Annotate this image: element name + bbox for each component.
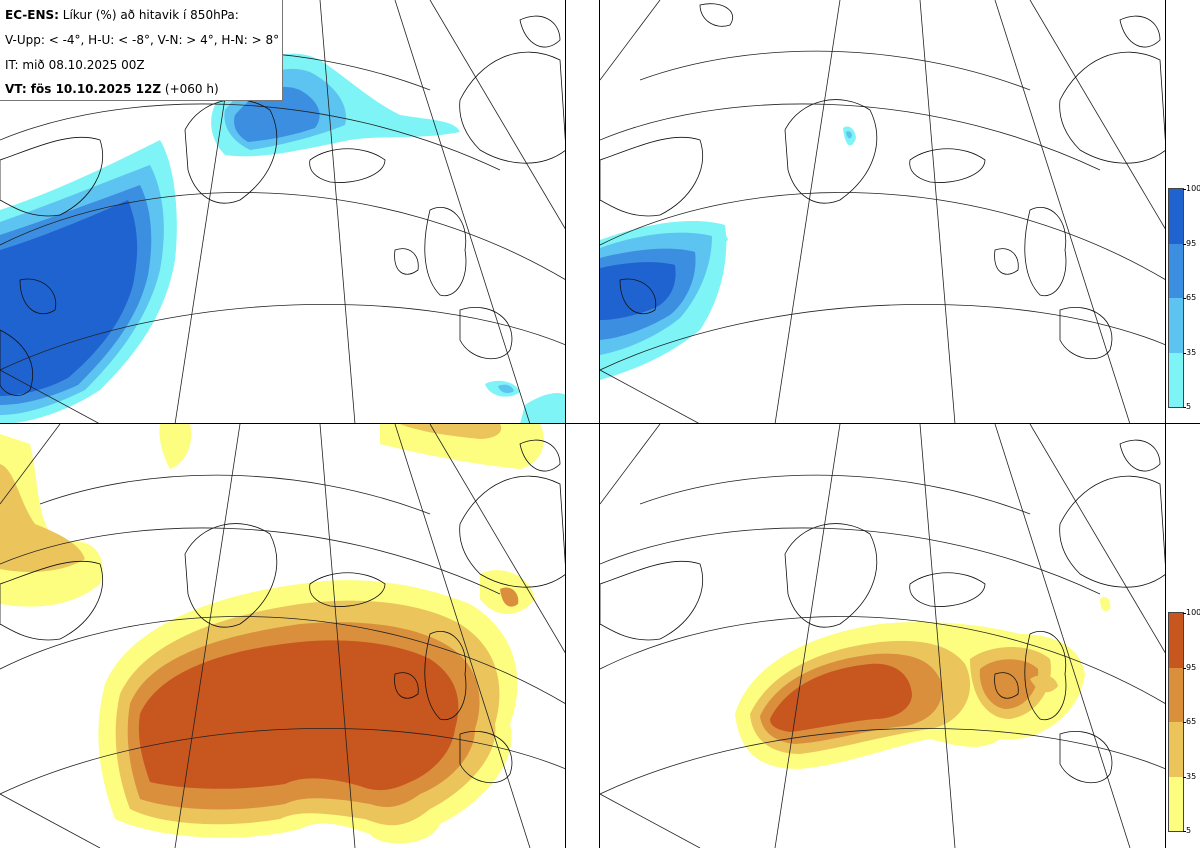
colorbar-tick-label: 35 — [1186, 347, 1197, 357]
colorbar-tick-mark — [1183, 407, 1186, 408]
probability-shading — [0, 424, 544, 844]
colorbar-band — [1169, 722, 1183, 777]
valid-time: VT: fös 10.10.2025 12Z — [5, 82, 162, 96]
graticule — [600, 0, 1166, 424]
colorbar-band — [1169, 613, 1183, 668]
colorbar-tick-mark — [1183, 613, 1186, 614]
colorbar-tick-label: 5 — [1186, 402, 1192, 411]
init-time: IT: mið 08.10.2025 00Z — [5, 58, 145, 72]
colorbar-band — [1169, 189, 1183, 244]
threshold-criteria: V-Upp: < -4°, H-U: < -8°, V-N: > 4°, H-N… — [5, 33, 280, 47]
probability-shading — [735, 597, 1111, 769]
colorbar-tick-label: 95 — [1186, 662, 1197, 672]
colorbar-tick-label: 95 — [1186, 238, 1197, 248]
colorbar-tick-mark — [1183, 776, 1186, 778]
map-panel-bottom-right — [600, 424, 1166, 848]
colorbar-tick-mark — [1183, 298, 1186, 299]
probability-shading — [600, 126, 856, 380]
colorbar-tick-mark — [1183, 722, 1186, 723]
colorbar-tick-mark — [1183, 831, 1186, 832]
colorbar-tick-label: 5 — [1186, 826, 1192, 835]
panel-divider-vertical-left — [565, 0, 566, 848]
graticule — [0, 424, 566, 848]
colorbar-band — [1169, 243, 1183, 298]
colorbar-tick-mark — [1183, 189, 1186, 190]
colorbar-tick-mark — [1183, 243, 1186, 245]
colorbar-band — [1169, 776, 1183, 831]
model-name: EC-ENS: — [5, 8, 59, 22]
probability-map — [600, 424, 1166, 848]
panel-divider-vertical-right — [1165, 0, 1166, 848]
colorbar-band — [1169, 667, 1183, 722]
probability-map — [0, 0, 566, 424]
lead-time: (+060 h) — [164, 82, 219, 96]
colorbar-cold-right: 100 95 65 35 5 — [1168, 185, 1200, 411]
forecast-title: Líkur (%) að hitavik í 850hPa: — [62, 8, 239, 22]
colorbar-tick-label: 35 — [1186, 771, 1197, 781]
probability-map — [0, 424, 566, 848]
colorbar-tick-mark — [1183, 667, 1186, 669]
coastlines — [600, 439, 1166, 783]
coastlines — [600, 3, 1166, 359]
colorbar-band — [1169, 298, 1183, 353]
map-panel-top-left: EC-ENS: Líkur (%) að hitavik í 850hPa: V… — [0, 0, 566, 424]
colorbar-warm-right: 100 95 65 35 5 — [1168, 609, 1200, 835]
forecast-info-box: EC-ENS: Líkur (%) að hitavik í 850hPa: V… — [0, 0, 283, 101]
colorbar-tick-label: 100 — [1186, 184, 1200, 193]
colorbar-tick-label: 100 — [1186, 608, 1200, 617]
map-panel-top-right — [600, 0, 1166, 424]
colorbar-tick-label: 65 — [1186, 717, 1197, 726]
colorbar-tick-label: 65 — [1186, 293, 1197, 302]
colorbar-tick-mark — [1183, 352, 1186, 354]
probability-shading — [0, 53, 566, 424]
coastlines — [0, 439, 566, 783]
panel-divider-vertical — [599, 0, 600, 848]
colorbar-band — [1169, 352, 1183, 407]
panel-divider-horizontal — [0, 423, 1200, 424]
coastlines — [0, 15, 566, 396]
probability-map — [600, 0, 1166, 424]
